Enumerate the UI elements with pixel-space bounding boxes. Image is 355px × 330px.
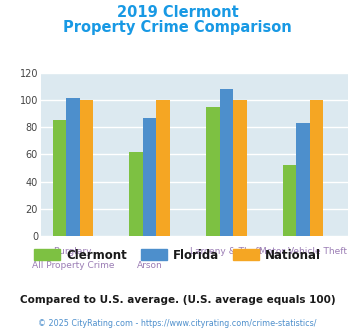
Text: Burglary: Burglary <box>54 247 92 255</box>
Bar <box>66 98 80 236</box>
Text: 2019 Clermont: 2019 Clermont <box>117 5 238 20</box>
Bar <box>233 100 246 236</box>
Text: Arson: Arson <box>137 261 163 270</box>
Legend: Clermont, Florida, National: Clermont, Florida, National <box>29 244 326 266</box>
Text: Compared to U.S. average. (U.S. average equals 100): Compared to U.S. average. (U.S. average … <box>20 295 335 305</box>
Bar <box>220 89 233 236</box>
Bar <box>143 117 156 236</box>
Bar <box>130 151 143 236</box>
Text: © 2025 CityRating.com - https://www.cityrating.com/crime-statistics/: © 2025 CityRating.com - https://www.city… <box>38 319 317 328</box>
Bar <box>206 107 220 236</box>
Bar <box>283 165 296 236</box>
Bar <box>310 100 323 236</box>
Bar <box>53 120 66 236</box>
Bar <box>80 100 93 236</box>
Text: Larceny & Theft: Larceny & Theft <box>190 247 262 255</box>
Bar <box>156 100 170 236</box>
Text: Motor Vehicle Theft: Motor Vehicle Theft <box>259 247 347 255</box>
Text: All Property Crime: All Property Crime <box>32 261 114 270</box>
Text: Property Crime Comparison: Property Crime Comparison <box>63 20 292 35</box>
Bar <box>296 123 310 236</box>
